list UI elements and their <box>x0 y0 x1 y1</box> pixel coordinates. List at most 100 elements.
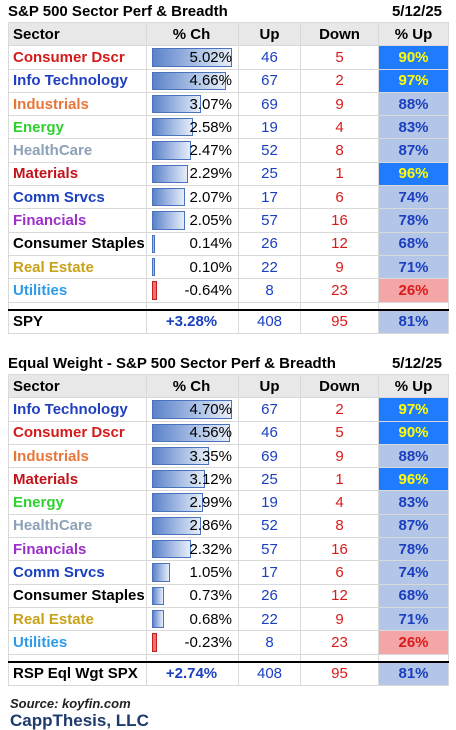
col-header-up: Up <box>238 373 301 399</box>
pct-change-value: 3.12% <box>189 470 232 488</box>
spacer-cell <box>238 654 301 663</box>
pct-change-cell: 0.68% <box>146 606 239 632</box>
pct-up-value: 87% <box>378 513 449 539</box>
table-row: Real Estate 0.10% 22 9 71% <box>8 254 449 280</box>
up-count: 8 <box>238 630 301 655</box>
pct-change-value: 2.07% <box>189 188 232 206</box>
pct-up-value: 88% <box>378 443 449 469</box>
col-header-pct-ch: % Ch <box>146 373 239 399</box>
pct-up-value: 83% <box>378 490 449 515</box>
down-count: 23 <box>300 278 379 303</box>
sector-name: Energy <box>8 490 147 515</box>
pct-change-cell: 3.07% <box>146 91 239 117</box>
sector-name: Info Technology <box>8 397 147 422</box>
pct-change-cell: 5.02% <box>146 45 239 70</box>
panel2-table: Sector % Ch Up Down % Up Info Technology… <box>8 373 449 686</box>
panel1-date: 5/12/25 <box>391 2 442 20</box>
panel2-body: Info Technology 4.70% 67 2 97% Consumer Dscr 4… <box>8 397 449 686</box>
panel2-header-row: Sector % Ch Up Down % Up <box>8 373 449 399</box>
up-count: 52 <box>238 513 301 539</box>
pct-up-value: 97% <box>378 397 449 422</box>
sector-name: Industrials <box>8 443 147 469</box>
col-header-sector: Sector <box>8 373 147 399</box>
pct-change-cell: 1.05% <box>146 560 239 585</box>
total-row: RSP Eql Wgt SPX +2.74% 408 95 81% <box>8 661 449 686</box>
pct-change-bar <box>152 234 155 253</box>
table-row: HealthCare 2.86% 52 8 87% <box>8 513 449 539</box>
pct-up-value: 96% <box>378 467 449 492</box>
pct-change-cell: 2.32% <box>146 537 239 562</box>
sector-name: Comm Srvcs <box>8 185 147 210</box>
total-down: 95 <box>300 309 379 334</box>
table-row: Consumer Dscr 5.02% 46 5 90% <box>8 45 449 70</box>
panel1-title: S&P 500 Sector Perf & Breadth <box>8 2 228 20</box>
up-count: 69 <box>238 91 301 117</box>
total-down: 95 <box>300 661 379 686</box>
pct-up-value: 71% <box>378 606 449 632</box>
pct-change-value: 2.29% <box>189 165 232 183</box>
panel1-body: Consumer Dscr 5.02% 46 5 90% Info Technology 4… <box>8 45 449 334</box>
pct-change-cell: 3.35% <box>146 443 239 469</box>
sector-name: Consumer Staples <box>8 583 147 608</box>
down-count: 9 <box>300 606 379 632</box>
table-row: Real Estate 0.68% 22 9 71% <box>8 606 449 632</box>
table-row: Utilities -0.64% 8 23 26% <box>8 278 449 303</box>
total-pct-up: 81% <box>378 661 449 686</box>
up-count: 26 <box>238 231 301 256</box>
sector-name: Comm Srvcs <box>8 560 147 585</box>
spacer-row <box>8 302 449 311</box>
pct-change-cell: 2.47% <box>146 138 239 163</box>
source-note: Source: koyfin.com <box>10 696 131 711</box>
pct-change-cell: 0.73% <box>146 583 239 608</box>
sector-name: Energy <box>8 115 147 140</box>
down-count: 8 <box>300 138 379 163</box>
sector-name: Consumer Dscr <box>8 45 147 70</box>
pct-change-cell: -0.23% <box>146 630 239 655</box>
up-count: 67 <box>238 397 301 422</box>
pct-up-value: 74% <box>378 185 449 210</box>
total-name: RSP Eql Wgt SPX <box>8 661 147 686</box>
total-up: 408 <box>238 309 301 334</box>
sector-name: Consumer Staples <box>8 231 147 256</box>
brand-name: CappThesis, LLC <box>10 711 149 730</box>
pct-change-bar <box>152 633 157 652</box>
pct-change-bar <box>152 493 203 512</box>
pct-change-cell: 3.12% <box>146 467 239 492</box>
pct-change-cell: 2.86% <box>146 513 239 539</box>
table-row: Industrials 3.35% 69 9 88% <box>8 443 449 469</box>
pct-up-value: 78% <box>378 208 449 233</box>
pct-change-value: 4.56% <box>189 424 232 442</box>
down-count: 4 <box>300 490 379 515</box>
pct-change-bar <box>152 446 210 466</box>
table-row: Consumer Dscr 4.56% 46 5 90% <box>8 420 449 445</box>
up-count: 19 <box>238 115 301 140</box>
total-pct-change: +2.74% <box>146 661 239 686</box>
table-row: Utilities -0.23% 8 23 26% <box>8 630 449 655</box>
spacer-cell <box>378 302 449 311</box>
up-count: 19 <box>238 490 301 515</box>
spacer-row <box>8 654 449 663</box>
down-count: 2 <box>300 68 379 93</box>
table-row: Materials 2.29% 25 1 96% <box>8 161 449 187</box>
pct-change-value: 1.05% <box>189 564 232 582</box>
down-count: 9 <box>300 254 379 280</box>
pct-change-value: 2.99% <box>189 494 232 512</box>
pct-change-value: 4.66% <box>189 72 232 90</box>
up-count: 52 <box>238 138 301 163</box>
pct-change-value: 2.58% <box>189 118 232 136</box>
up-count: 46 <box>238 45 301 70</box>
pct-change-bar <box>152 423 230 442</box>
sector-name: Financials <box>8 208 147 233</box>
pct-up-value: 68% <box>378 231 449 256</box>
up-count: 17 <box>238 185 301 210</box>
pct-change-cell: 0.10% <box>146 254 239 280</box>
pct-change-value: 0.73% <box>189 587 232 605</box>
pct-change-value: 5.02% <box>189 48 232 66</box>
pct-up-value: 26% <box>378 278 449 303</box>
spacer-cell <box>378 654 449 663</box>
pct-change-bar <box>152 211 185 230</box>
table-row: Comm Srvcs 1.05% 17 6 74% <box>8 560 449 585</box>
pct-change-cell: -0.64% <box>146 278 239 303</box>
up-count: 57 <box>238 208 301 233</box>
table-row: Consumer Staples 0.73% 26 12 68% <box>8 583 449 608</box>
